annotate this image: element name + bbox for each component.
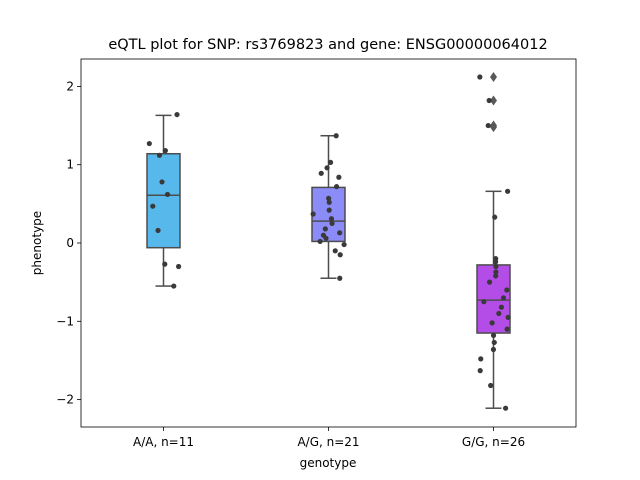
data-point <box>493 273 499 279</box>
data-point <box>496 310 502 317</box>
data-point <box>326 199 332 205</box>
data-point <box>477 74 483 80</box>
data-point <box>146 140 152 147</box>
data-point <box>493 269 499 275</box>
data-point <box>159 179 165 185</box>
data-point <box>150 203 156 209</box>
data-point <box>485 122 491 129</box>
data-point <box>175 263 182 270</box>
y-axis-label: phenotype <box>30 211 44 275</box>
data-point <box>322 226 328 232</box>
data-point <box>500 295 507 301</box>
x-tick-label: A/G, n=21 <box>297 435 359 449</box>
data-point <box>505 188 511 194</box>
data-point <box>174 111 180 118</box>
plot-area: −2 −1 0 1 2 A/A, n=11 A/G, n=21 G/G, n=26 <box>56 72 525 449</box>
data-point <box>341 241 347 248</box>
data-point <box>489 320 495 326</box>
x-axis-label: genotype <box>300 456 357 470</box>
data-point <box>504 287 510 293</box>
data-point <box>337 275 343 281</box>
data-point <box>326 207 332 213</box>
data-point <box>326 195 332 201</box>
data-point <box>310 211 316 217</box>
data-point <box>498 304 505 310</box>
y-tick-label: 0 <box>66 236 74 250</box>
data-point <box>324 165 330 171</box>
data-point <box>317 238 323 245</box>
data-point <box>327 159 334 165</box>
data-point <box>491 339 497 346</box>
data-point <box>486 97 492 104</box>
data-point <box>490 346 497 353</box>
data-point <box>332 248 338 254</box>
y-tick-label: −2 <box>56 393 74 407</box>
data-point <box>477 368 483 374</box>
y-tick-label: 2 <box>66 79 74 93</box>
data-point <box>478 356 484 362</box>
data-point <box>493 263 499 270</box>
data-point <box>481 299 487 305</box>
data-point <box>337 230 343 236</box>
data-point <box>328 216 335 222</box>
data-point <box>164 191 171 198</box>
x-tick-label: A/A, n=11 <box>133 435 194 449</box>
data-point <box>162 261 168 267</box>
data-point <box>493 259 499 265</box>
data-point <box>333 184 340 190</box>
data-point <box>155 227 161 234</box>
data-point <box>162 148 168 154</box>
data-point <box>492 214 498 220</box>
y-tick-label: 1 <box>66 158 74 172</box>
data-point <box>323 235 329 241</box>
data-point <box>490 332 497 338</box>
y-tick-label: −1 <box>56 314 74 328</box>
data-point <box>337 252 343 258</box>
data-point <box>333 133 339 139</box>
data-point <box>505 314 511 320</box>
plot-frame <box>80 58 577 428</box>
data-point <box>486 279 493 285</box>
x-tick-label: G/G, n=26 <box>462 435 525 449</box>
data-point <box>171 283 177 289</box>
data-point <box>502 405 509 411</box>
data-point <box>504 326 510 332</box>
outlier-marker <box>490 72 497 83</box>
chart-title: eQTL plot for SNP: rs3769823 and gene: E… <box>108 37 547 53</box>
data-point <box>318 170 324 176</box>
outlier-marker <box>490 95 497 106</box>
data-point <box>156 152 163 158</box>
data-point <box>336 174 342 180</box>
data-point <box>488 382 494 389</box>
box <box>146 152 181 249</box>
data-point <box>329 220 335 227</box>
outlier-marker <box>490 122 497 133</box>
